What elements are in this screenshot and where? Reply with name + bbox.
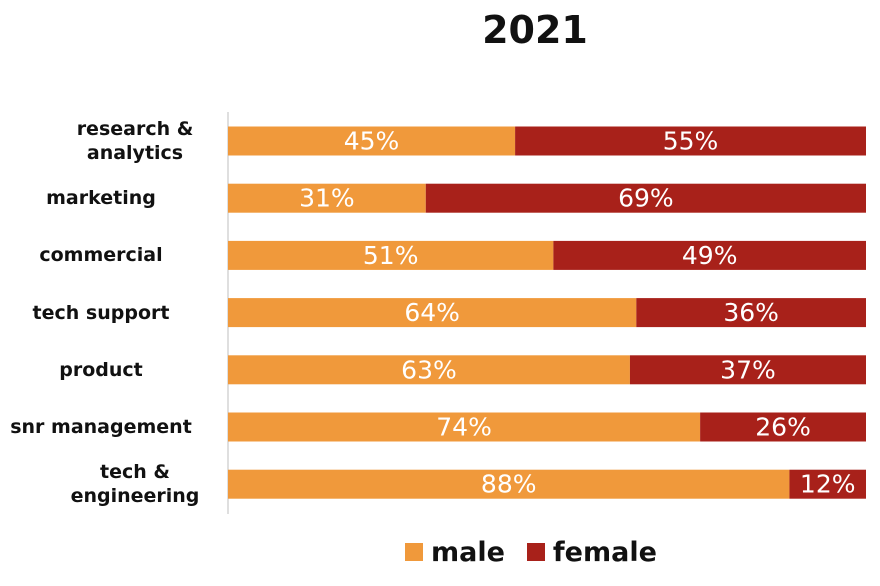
data-label-female-4: 37% [720, 355, 776, 384]
data-label-female-1: 69% [618, 184, 674, 213]
bar-female-3 [636, 298, 866, 328]
bar-male-6 [228, 469, 790, 499]
bar-male-4 [228, 355, 630, 385]
legend: male female [405, 536, 679, 568]
bar-female-6 [789, 469, 866, 499]
data-label-male-6: 88% [481, 470, 537, 499]
category-label-2: commercial [39, 244, 163, 267]
data-label-male-1: 31% [299, 184, 355, 213]
bar-male-0 [228, 126, 516, 156]
data-label-female-5: 26% [755, 413, 811, 442]
data-label-female-0: 55% [663, 127, 719, 156]
bar-female-4 [629, 355, 866, 385]
bar-male-5 [228, 412, 701, 442]
legend-swatch-female [526, 543, 545, 561]
bar-male-3 [228, 298, 637, 328]
data-label-male-2: 51% [363, 241, 419, 270]
legend-label-male: male [431, 536, 505, 568]
category-label-3: tech support [32, 301, 170, 324]
data-label-male-0: 45% [344, 127, 400, 156]
legend-item-male: male [405, 537, 505, 568]
bar-female-1 [425, 183, 866, 213]
bar-male-1 [228, 183, 426, 213]
legend-label-female: female [552, 536, 657, 568]
category-label-5: snr management [10, 416, 192, 438]
data-label-male-3: 64% [404, 298, 460, 327]
data-label-male-4: 63% [401, 355, 457, 384]
chart-title: 2021 [482, 8, 588, 52]
bar-female-0 [515, 126, 866, 156]
category-label-1: marketing [46, 187, 156, 210]
category-label-0: research & analytics [76, 118, 194, 164]
data-label-female-6: 12% [800, 470, 856, 499]
bar-male-2 [228, 240, 554, 270]
legend-swatch-male [405, 543, 423, 561]
data-label-female-2: 49% [682, 241, 738, 270]
legend-item-female: female [526, 536, 657, 568]
bar-female-5 [700, 412, 866, 442]
category-label-6: tech & engineering [70, 461, 200, 508]
data-label-male-5: 74% [436, 413, 492, 442]
bar-female-2 [553, 240, 866, 270]
category-label-4: product [59, 358, 143, 381]
data-label-female-3: 36% [723, 298, 779, 327]
